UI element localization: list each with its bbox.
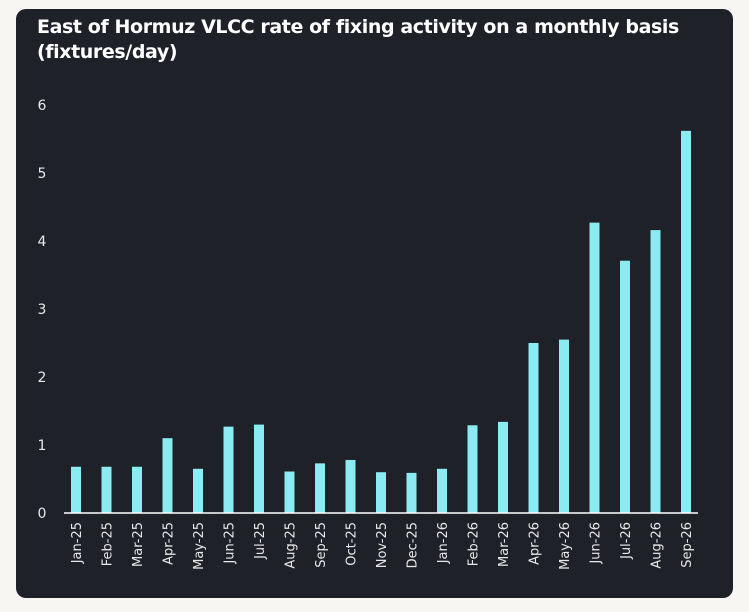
bar	[528, 343, 539, 513]
chart-card: East of Hormuz VLCC rate of fixing activ…	[16, 9, 733, 598]
bar	[193, 468, 203, 513]
x-tick-label: Sep-25	[314, 522, 329, 568]
y-tick-label: 4	[38, 234, 47, 250]
y-axis: 0 1 2 3 4 5 6	[38, 98, 47, 522]
x-tick-label: Jan-26	[436, 522, 451, 564]
x-tick-label: Jun-25	[223, 522, 238, 565]
x-tick-label: Aug-25	[284, 522, 299, 569]
bar	[376, 472, 386, 513]
x-tick-label: Dec-25	[406, 522, 421, 568]
y-tick-label: 5	[38, 166, 47, 182]
bar	[71, 466, 81, 513]
bar	[589, 222, 600, 513]
bar	[223, 426, 234, 513]
bar	[162, 438, 173, 513]
x-tick-label: Feb-26	[467, 522, 482, 566]
y-tick-label: 3	[38, 302, 47, 318]
chart-title: East of Hormuz VLCC rate of fixing activ…	[37, 16, 679, 63]
bar	[254, 424, 264, 513]
bars	[71, 130, 691, 513]
x-axis: Jan-25 Feb-25 Mar-25 Apr-25 May-25 Jun-25 Jul-…	[70, 522, 695, 570]
x-tick-label: Nov-25	[375, 522, 390, 568]
bar-chart: 0 1 2 3 4 5 6 Jan-25 Feb-25 Mar-25 Apr-25 May-25 Ju…	[38, 98, 698, 570]
y-tick-label: 0	[38, 506, 47, 522]
bar	[437, 468, 447, 513]
bar	[132, 466, 142, 513]
bar	[498, 421, 508, 513]
bar	[101, 466, 112, 513]
x-tick-label: Mar-25	[131, 522, 146, 567]
x-tick-label: Oct-25	[345, 522, 360, 566]
bar	[406, 472, 417, 513]
x-tick-label: Mar-26	[497, 522, 512, 567]
x-tick-label: Apr-25	[162, 522, 177, 565]
bar	[681, 130, 691, 513]
x-tick-label: Aug-26	[650, 522, 665, 569]
x-tick-label: Jul-26	[619, 522, 634, 560]
x-tick-label: May-26	[558, 522, 573, 570]
bar	[315, 463, 325, 513]
bar	[620, 260, 630, 513]
x-tick-label: Jun-26	[589, 522, 604, 565]
y-tick-label: 6	[38, 98, 47, 114]
x-tick-label: Apr-26	[528, 522, 543, 565]
bar	[345, 459, 356, 513]
bar	[284, 471, 295, 513]
bar	[559, 339, 569, 513]
bar	[467, 425, 478, 513]
x-tick-label: Jul-25	[253, 522, 268, 560]
y-tick-label: 1	[38, 438, 47, 454]
x-tick-label: Feb-25	[101, 522, 116, 566]
bar	[650, 230, 661, 513]
y-tick-label: 2	[38, 370, 47, 386]
x-tick-label: Sep-26	[680, 522, 695, 568]
x-tick-label: May-25	[192, 522, 207, 570]
x-tick-label: Jan-25	[70, 522, 85, 564]
